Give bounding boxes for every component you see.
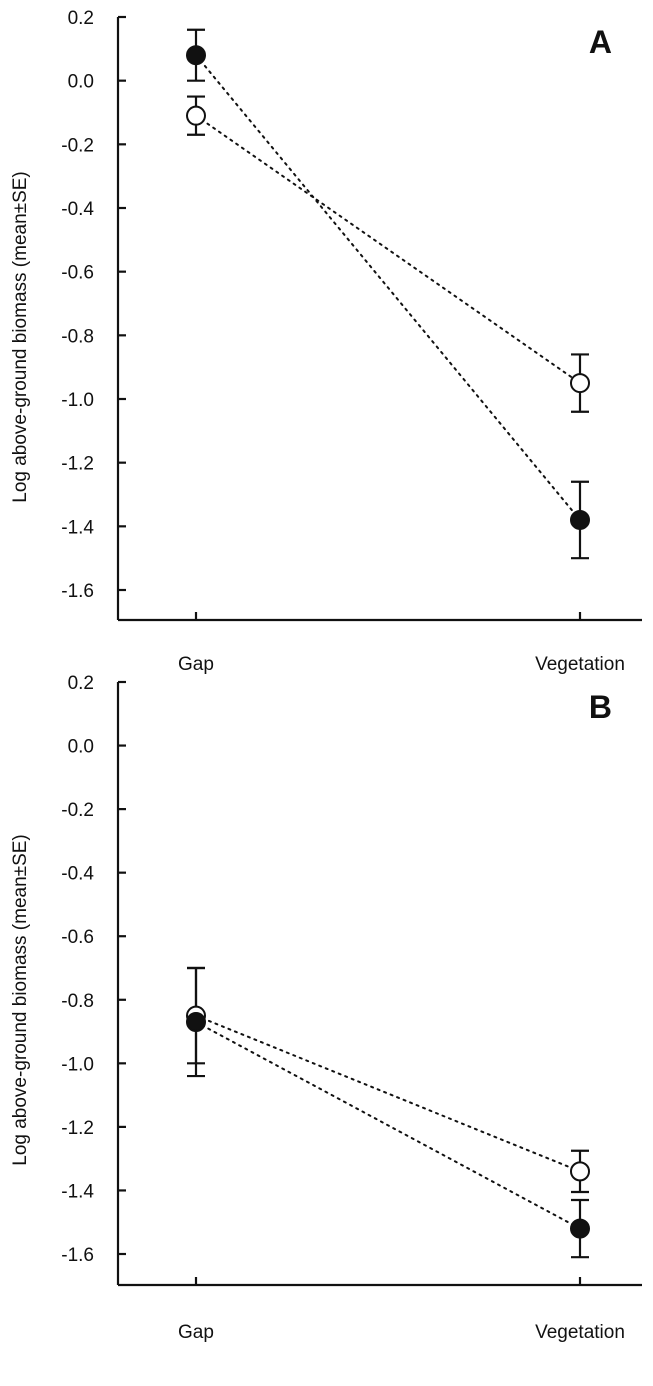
y-tick-label: -0.8 <box>61 326 94 347</box>
error-bars <box>187 28 589 560</box>
y-tick-label: -1.0 <box>61 390 94 411</box>
open-point <box>570 373 590 394</box>
y-tick-label: -1.0 <box>61 1054 94 1075</box>
y-tick-label: -1.4 <box>61 1181 94 1202</box>
y-tick-label: -0.6 <box>61 263 94 284</box>
y-tick-label: -0.2 <box>61 800 94 821</box>
series-line <box>195 114 581 385</box>
y-tick-label: -1.2 <box>61 454 94 475</box>
series-line <box>195 54 581 521</box>
y-tick-label: -1.2 <box>61 1118 94 1139</box>
y-tick-label: -0.4 <box>61 199 94 220</box>
chart-panel-b: B Log above-ground biomass (mean±SE) 0.2… <box>10 673 642 1343</box>
error-bars <box>187 966 589 1259</box>
data-points <box>186 45 590 530</box>
series-line <box>195 1014 581 1173</box>
open-point <box>186 105 206 126</box>
chart-panel-a: A Log above-ground biomass (mean±SE) 0.2… <box>10 8 642 675</box>
y-axis-title: Log above-ground biomass (mean±SE) <box>10 834 31 1166</box>
y-tick-label: -0.8 <box>61 991 94 1012</box>
y-tick-label: 0.0 <box>68 72 94 93</box>
y-tick-label: -1.4 <box>61 517 94 538</box>
panel-label: B <box>589 689 612 725</box>
y-tick-label: -0.6 <box>61 927 94 948</box>
x-tick-label: Gap <box>178 654 214 675</box>
series-lines <box>195 1014 581 1230</box>
panel-label: A <box>589 24 612 60</box>
y-ticks: 0.2 0.0 -0.2 -0.4 -0.6 -0.8 -1.0 -1.2 -1.4 -1.6 <box>61 8 126 602</box>
filled-point <box>570 1218 590 1239</box>
axes <box>116 682 642 1287</box>
y-tick-label: -0.2 <box>61 135 94 156</box>
x-ticks: Gap Vegetation <box>178 612 625 675</box>
filled-point <box>186 45 206 66</box>
series-line <box>195 1021 581 1230</box>
y-tick-label: -0.4 <box>61 864 94 885</box>
y-tick-label: 0.0 <box>68 737 94 758</box>
filled-point <box>570 509 590 530</box>
y-tick-label: -1.6 <box>61 1245 94 1266</box>
axes <box>116 17 642 622</box>
y-axis-title: Log above-ground biomass (mean±SE) <box>10 171 31 503</box>
x-tick-label: Gap <box>178 1322 214 1343</box>
x-ticks: Gap Vegetation <box>178 1277 625 1343</box>
y-tick-label: -1.6 <box>61 581 94 602</box>
y-tick-label: 0.2 <box>68 8 94 29</box>
y-ticks: 0.2 0.0 -0.2 -0.4 -0.6 -0.8 -1.0 -1.2 -1.4 -1.6 <box>61 673 126 1266</box>
open-point <box>570 1161 590 1182</box>
filled-point <box>186 1012 206 1033</box>
data-points <box>186 1005 590 1239</box>
y-tick-label: 0.2 <box>68 673 94 694</box>
x-tick-label: Vegetation <box>535 1322 625 1343</box>
series-lines <box>195 54 581 521</box>
x-tick-label: Vegetation <box>535 654 625 675</box>
